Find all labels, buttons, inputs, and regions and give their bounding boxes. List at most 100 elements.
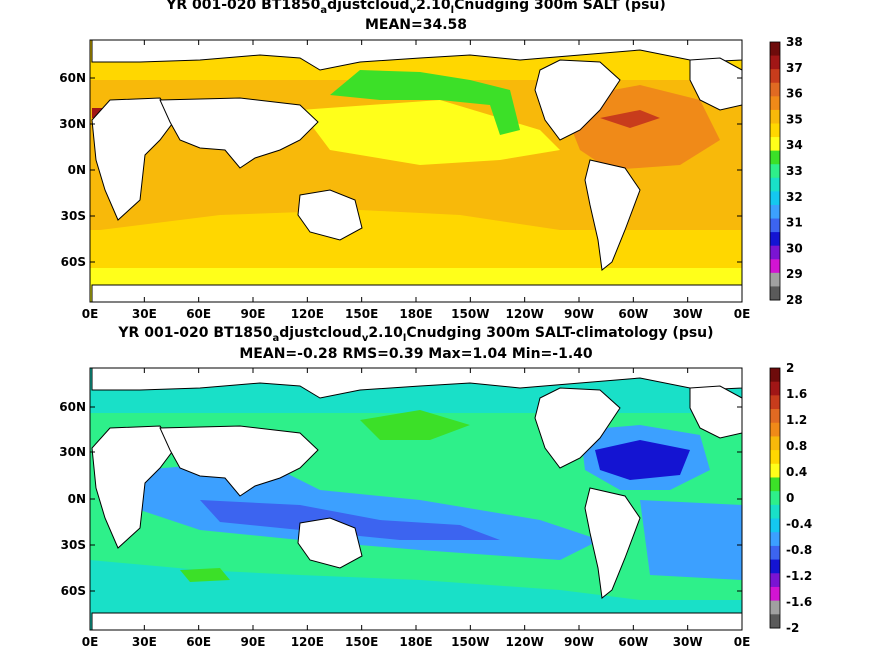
colorbar-segment [770, 82, 780, 97]
colorbar-label: -1.6 [786, 595, 812, 609]
y-tick-label: 60N [59, 400, 86, 414]
x-tick-label: 150E [345, 635, 378, 649]
colorbar-segment [770, 477, 780, 492]
colorbar-label: 35 [786, 112, 803, 126]
colorbar-segment [770, 436, 780, 451]
colorbar-label: -0.4 [786, 517, 812, 531]
colorbar-segment [770, 55, 780, 70]
x-tick-label: 90W [564, 307, 594, 321]
colorbar-segment [770, 245, 780, 260]
x-tick-label: 120E [291, 635, 324, 649]
colorbar-segment [770, 259, 780, 274]
x-tick-label: 0E [82, 635, 99, 649]
chart-1-subtitle: MEAN=34.58 [364, 17, 468, 33]
x-tick-label: 150W [451, 307, 489, 321]
chart-2-map [90, 368, 742, 630]
colorbar-label: 34 [786, 138, 803, 152]
colorbar-segment [770, 545, 780, 561]
colorbar-label: 1.2 [786, 413, 807, 427]
colorbar-segment [770, 137, 780, 152]
colorbar-label: 33 [786, 164, 803, 178]
x-tick-label: 30E [132, 307, 157, 321]
colorbar-segment [770, 123, 780, 138]
x-tick-label: 180E [399, 635, 432, 649]
colorbar-segment [770, 381, 780, 396]
x-tick-label: 0E [734, 307, 751, 321]
colorbar-segment [770, 450, 780, 465]
colorbar-label: 37 [786, 61, 803, 75]
x-tick-label: 60W [618, 635, 648, 649]
colorbar-label: 31 [786, 216, 803, 230]
colorbar-segment [770, 191, 780, 206]
colorbar-label: 29 [786, 267, 803, 281]
x-tick-label: 60E [186, 307, 211, 321]
x-tick-label: 60E [186, 635, 211, 649]
y-tick-label: 30S [61, 538, 86, 552]
colorbar-segment [770, 232, 780, 247]
colorbar-label: 2 [786, 361, 794, 375]
colorbar-segment [770, 150, 780, 165]
colorbar-segment [770, 395, 780, 410]
colorbar-segment [770, 559, 780, 574]
y-tick-label: 60S [61, 584, 86, 598]
colorbar-segment [770, 409, 780, 424]
x-tick-label: 0E [82, 307, 99, 321]
colorbar-label: -1.2 [786, 569, 812, 583]
colorbar-segment [770, 600, 780, 615]
colorbar-segment [770, 218, 780, 233]
colorbar-label: 32 [786, 190, 803, 204]
y-tick-label: 60S [61, 255, 86, 269]
chart-2-subtitle: MEAN=-0.28 RMS=0.39 Max=1.04 Min=-1.40 [239, 346, 593, 362]
x-tick-label: 90E [241, 307, 266, 321]
colorbar-segment [770, 204, 780, 220]
x-tick-label: 120W [506, 307, 544, 321]
colorbar-label: 30 [786, 241, 803, 255]
colorbar-label: 28 [786, 293, 803, 307]
y-tick-label: 60N [59, 71, 86, 85]
colorbar-segment [770, 69, 780, 84]
colorbar-frame [769, 41, 781, 301]
y-tick-label: 30N [59, 117, 86, 131]
colorbar-label: 1.6 [786, 387, 807, 401]
colorbar-segment [770, 518, 780, 533]
x-tick-label: 150E [345, 307, 378, 321]
colorbar-segment [770, 368, 780, 383]
colorbar-segment [770, 614, 780, 629]
x-tick-label: 150W [451, 635, 489, 649]
colorbar-segment [770, 586, 780, 602]
colorbar-label: 0.4 [786, 465, 807, 479]
y-tick-label: 0N [68, 163, 86, 177]
x-tick-label: 60W [618, 307, 648, 321]
chart-1-title: YR 001-020 BT1850adjustcloudv2.10lCnudgi… [166, 0, 666, 16]
colorbar-segment [770, 573, 780, 588]
colorbar-label: 36 [786, 87, 803, 101]
x-tick-label: 90W [564, 635, 594, 649]
x-tick-label: 120E [291, 307, 324, 321]
colorbar-label: 38 [786, 35, 803, 49]
colorbar-segment [770, 96, 780, 111]
colorbar-frame [769, 367, 781, 629]
colorbar-label: 0 [786, 491, 794, 505]
colorbar-label: 0.8 [786, 439, 807, 453]
colorbar-segment [770, 491, 780, 506]
colorbar-segment [770, 532, 780, 547]
colorbar-segment [770, 463, 780, 478]
colorbar-segment [770, 109, 780, 124]
x-tick-label: 90E [241, 635, 266, 649]
colorbar-segment [770, 42, 780, 57]
chart-1-map [90, 40, 742, 302]
chart-2-title: YR 001-020 BT1850adjustcloudv2.10lCnudgi… [118, 325, 714, 344]
x-tick-label: 30W [673, 307, 703, 321]
colorbar-label: -2 [786, 621, 799, 635]
colorbar-segment [770, 272, 780, 287]
y-tick-label: 30S [61, 209, 86, 223]
colorbar-label: -0.8 [786, 543, 812, 557]
x-tick-label: 120W [506, 635, 544, 649]
colorbar-segment [770, 422, 780, 437]
colorbar-segment [770, 286, 780, 301]
x-tick-label: 180E [399, 307, 432, 321]
x-tick-label: 30E [132, 635, 157, 649]
colorbar-segment [770, 177, 780, 192]
x-tick-label: 30W [673, 635, 703, 649]
